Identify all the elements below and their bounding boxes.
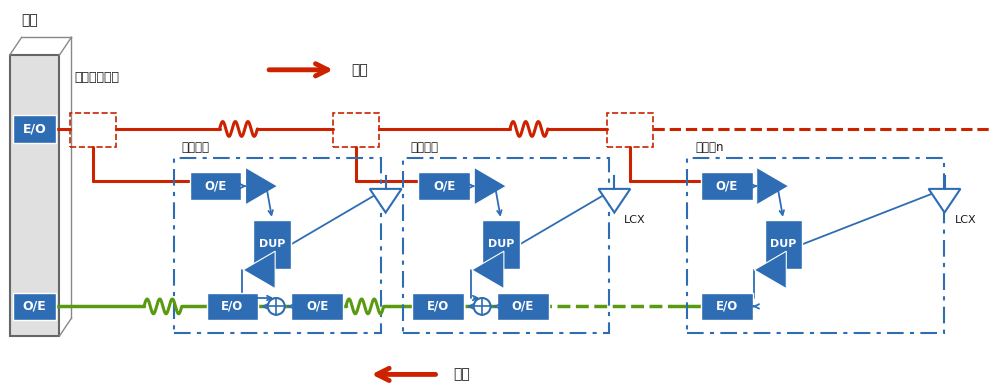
Text: E/O: E/O [23,122,46,135]
FancyBboxPatch shape [10,55,59,336]
Polygon shape [929,189,960,213]
Polygon shape [246,167,278,205]
Text: DUP: DUP [488,239,514,249]
FancyBboxPatch shape [13,115,56,143]
Text: O/E: O/E [23,300,46,313]
FancyBboxPatch shape [253,220,291,269]
Text: O/E: O/E [306,300,328,313]
FancyBboxPatch shape [207,292,258,320]
Text: O/E: O/E [512,300,534,313]
FancyBboxPatch shape [701,292,753,320]
Text: E/O: E/O [427,300,449,313]
Text: O/E: O/E [716,180,738,193]
Polygon shape [243,251,275,289]
Text: 中継器２: 中継器２ [411,141,438,154]
FancyBboxPatch shape [418,172,470,200]
Circle shape [268,298,285,315]
Text: DUP: DUP [770,239,797,249]
Text: 上り: 上り [453,367,470,381]
Circle shape [474,298,491,315]
FancyBboxPatch shape [412,292,464,320]
Text: 中継器１: 中継器１ [182,141,210,154]
Text: O/E: O/E [433,180,455,193]
Text: E/O: E/O [221,300,244,313]
Text: LCX: LCX [954,215,976,225]
Polygon shape [598,189,630,213]
Polygon shape [754,251,786,289]
Polygon shape [474,167,506,205]
FancyBboxPatch shape [13,292,56,320]
Polygon shape [370,189,402,213]
Text: 下り: 下り [351,63,368,77]
FancyBboxPatch shape [482,220,520,269]
Polygon shape [757,167,789,205]
FancyBboxPatch shape [765,220,802,269]
FancyBboxPatch shape [291,292,343,320]
Text: 親器: 親器 [21,13,38,27]
Text: O/E: O/E [204,180,227,193]
Text: 光スプリッタ: 光スプリッタ [74,71,119,83]
FancyBboxPatch shape [190,172,241,200]
Text: DUP: DUP [259,239,285,249]
Polygon shape [472,251,504,289]
Text: 中継器n: 中継器n [695,141,723,154]
Text: LCX: LCX [624,215,646,225]
FancyBboxPatch shape [497,292,549,320]
Text: E/O: E/O [716,300,738,313]
FancyBboxPatch shape [701,172,753,200]
